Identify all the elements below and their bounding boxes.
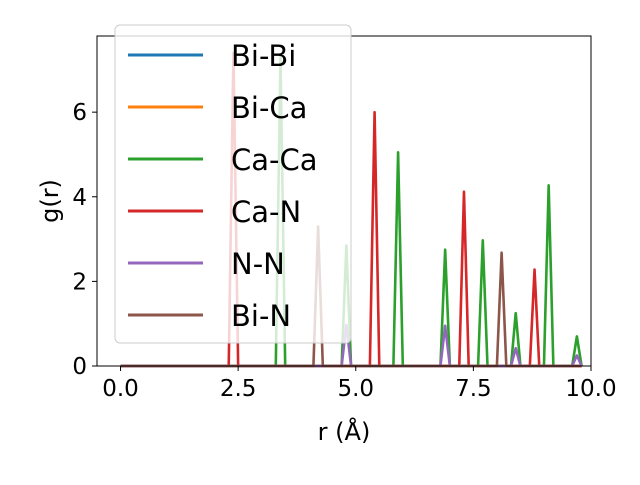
y-tick-label: 4 — [72, 185, 87, 211]
legend-label: Ca-N — [231, 195, 301, 229]
legend-label: Ca-Ca — [231, 143, 318, 177]
x-tick-label: 0.0 — [102, 376, 139, 402]
y-axis-ticks: 0 2 4 6 — [72, 100, 97, 380]
legend-label: N-N — [231, 247, 285, 281]
x-tick-label: 7.5 — [455, 376, 492, 402]
y-tick-label: 0 — [72, 354, 87, 380]
y-tick-label: 6 — [72, 100, 87, 126]
x-axis-ticks: 0.0 2.5 5.0 7.5 10.0 — [102, 366, 617, 402]
x-tick-label: 5.0 — [337, 376, 374, 402]
legend-label: Bi-N — [231, 299, 291, 333]
y-tick-label: 2 — [72, 269, 87, 295]
x-axis-label: r (Å) — [318, 417, 371, 446]
legend-label: Bi-Bi — [231, 39, 296, 73]
legend: Bi-Bi Bi-Ca Ca-Ca Ca-N N-N Bi-N — [114, 24, 352, 344]
legend-label: Bi-Ca — [231, 91, 307, 125]
y-axis-label: g(r) — [36, 179, 64, 223]
x-tick-label: 2.5 — [220, 376, 257, 402]
x-tick-label: 10.0 — [565, 376, 616, 402]
